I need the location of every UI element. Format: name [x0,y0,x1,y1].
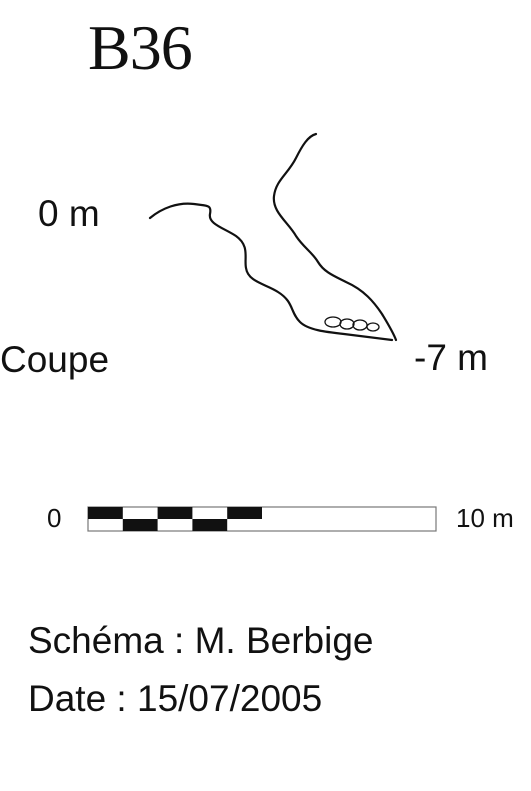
boulder [324,316,342,328]
scale-end-label: 10 m [456,503,514,533]
scale-bar-segment [227,507,262,519]
cave-wall-lower [148,202,394,342]
boulder [339,318,355,330]
boulder [352,319,368,331]
depth-label-top: 0 m [38,193,100,234]
schema-author-credit: Schéma : M. Berbige [28,620,374,661]
scale-bar-segment [122,519,158,531]
scale-bar-segment [192,519,228,531]
scale-start-label: 0 [47,503,62,533]
scale-bar-segment [157,507,193,519]
cave-wall-upper [272,132,398,342]
depth-label-bottom: -7 m [414,337,488,378]
boulders [324,316,380,332]
diagram-title: B36 [88,12,193,83]
section-view-label: Coupe [0,339,110,380]
scale-bar-segment [88,507,123,519]
survey-date: Date : 15/07/2005 [28,678,323,719]
boulder [366,322,380,332]
scale-bar [87,506,437,532]
